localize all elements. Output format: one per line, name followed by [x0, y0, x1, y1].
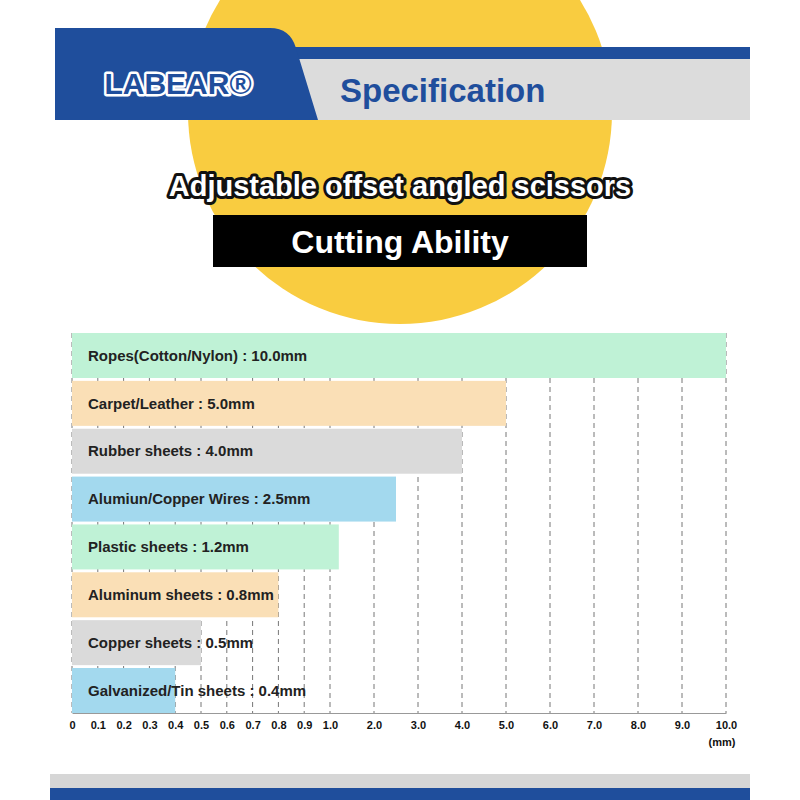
logo-tab: [55, 28, 318, 120]
category-label: Alumiun/Copper Wires : 2.5mm: [88, 490, 310, 507]
bar: [72, 381, 506, 426]
tick: 0: [69, 713, 75, 731]
tick-label: 1.0: [323, 719, 338, 731]
tick-label: 8.0: [631, 719, 646, 731]
brand: LABEAR®: [104, 67, 251, 100]
tick-label: 0.8: [271, 719, 286, 731]
tick: 9.0: [675, 713, 690, 731]
tick-label: 0.2: [116, 719, 131, 731]
tick-label: 9.0: [675, 719, 690, 731]
tick: 0.9: [297, 713, 312, 731]
tick-label: 5.0: [499, 719, 514, 731]
tick: 0.1: [91, 713, 106, 731]
tick-label: 4.0: [455, 719, 470, 731]
tick-label: 0.4: [168, 719, 184, 731]
bars: [72, 333, 726, 713]
header-strip: [280, 59, 750, 120]
tick-label: 6.0: [543, 719, 558, 731]
tick: 5.0: [499, 713, 514, 731]
grid-line: [726, 333, 727, 713]
tick: 7.0: [587, 713, 602, 731]
tick-label: 2.0: [367, 719, 382, 731]
tick: 4.0: [455, 713, 470, 731]
tick: 0.7: [245, 713, 260, 731]
subtitle: Cutting Ability: [291, 224, 509, 260]
bar: [72, 524, 339, 569]
bar: [72, 572, 278, 617]
tick-label: 3.0: [411, 719, 426, 731]
subtitle-box: [213, 215, 587, 267]
tick: 0.5: [194, 713, 209, 731]
grid-line: [550, 333, 551, 713]
grid: [72, 333, 726, 713]
tick-label: 10.0: [716, 719, 737, 731]
tick-label: 0.9: [297, 719, 312, 731]
footer-strip: [50, 774, 750, 788]
category-label: Rubber sheets : 4.0mm: [88, 442, 253, 459]
footer-band: [50, 788, 750, 800]
tick: 0.3: [142, 713, 157, 731]
tick: 6.0: [543, 713, 558, 731]
chart: LABEAR® Specification Adjustable offset an…: [0, 0, 800, 800]
tick: 0.4: [168, 713, 184, 731]
x-axis: 0 0.1 0.2 0.3 0.4 0.5 0.6 0.7 0.8 0.9 1.0 2.0 3.0 4.0…: [69, 713, 737, 731]
axis-line: [73, 713, 727, 714]
x-axis-label: (mm): [709, 736, 736, 748]
category-label: Galvanized/Tin sheets : 0.4mm: [88, 682, 306, 699]
tick-label: 0.7: [245, 719, 260, 731]
tick-label: 7.0: [587, 719, 602, 731]
tick-label: 0.5: [194, 719, 209, 731]
bar: [72, 429, 462, 474]
tick: 2.0: [367, 713, 382, 731]
tick: 3.0: [411, 713, 426, 731]
tick-label: 0.1: [91, 719, 106, 731]
tick: 0.6: [220, 713, 235, 731]
header: Specification: [340, 72, 545, 109]
tick: 10.0: [716, 713, 737, 731]
tick-label: 0.6: [220, 719, 235, 731]
tick: 0.2: [116, 713, 131, 731]
tick: 0.8: [271, 713, 286, 731]
grid-line: [638, 333, 639, 713]
bar: [72, 333, 726, 378]
title: Adjustable offset angled scissors: [169, 170, 632, 202]
category-label: Copper sheets : 0.5mm: [88, 634, 253, 651]
category-label: Ropes(Cotton/Nylon) : 10.0mm: [88, 347, 307, 364]
bar: [72, 477, 396, 522]
category-label: Plastic sheets : 1.2mm: [88, 538, 249, 555]
grid-line: [594, 333, 595, 713]
tick-label: 0.3: [142, 719, 157, 731]
category-label: Aluminum sheets : 0.8mm: [88, 586, 274, 603]
header-line: [280, 47, 750, 59]
tick-label: 0: [69, 719, 75, 731]
category-label: Carpet/Leather : 5.0mm: [88, 395, 255, 412]
tick: 1.0: [323, 713, 338, 731]
grid-line: [682, 333, 683, 713]
tick: 8.0: [631, 713, 646, 731]
bar-labels: Ropes(Cotton/Nylon) : 10.0mm Carpet/Leath…: [88, 347, 310, 699]
